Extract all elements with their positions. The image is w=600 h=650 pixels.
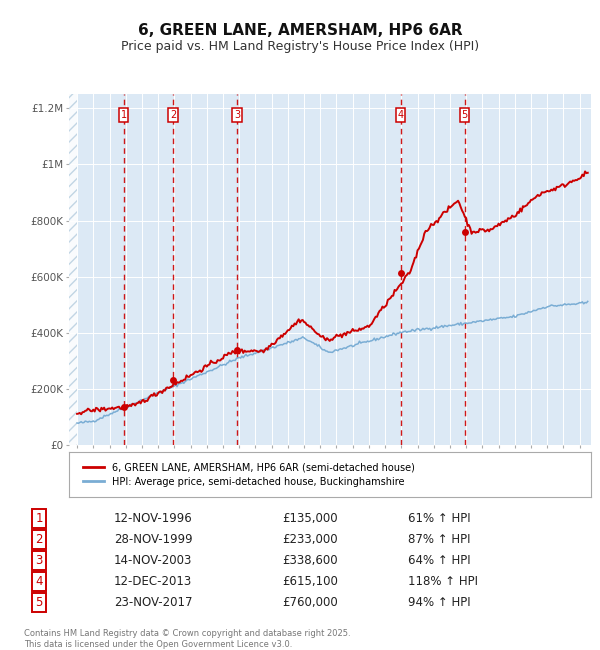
Text: £760,000: £760,000 [282,596,338,609]
Text: 4: 4 [397,110,404,120]
Text: 2: 2 [35,533,43,546]
Polygon shape [69,94,77,445]
Text: Contains HM Land Registry data © Crown copyright and database right 2025.
This d: Contains HM Land Registry data © Crown c… [24,629,350,649]
Text: 118% ↑ HPI: 118% ↑ HPI [408,575,478,588]
Text: 23-NOV-2017: 23-NOV-2017 [114,596,193,609]
Text: 3: 3 [35,554,43,567]
Text: 12-DEC-2013: 12-DEC-2013 [114,575,192,588]
Text: Price paid vs. HM Land Registry's House Price Index (HPI): Price paid vs. HM Land Registry's House … [121,40,479,53]
Text: 1: 1 [35,512,43,525]
Text: 1: 1 [121,110,127,120]
Text: 6, GREEN LANE, AMERSHAM, HP6 6AR: 6, GREEN LANE, AMERSHAM, HP6 6AR [137,23,463,38]
Text: 28-NOV-1999: 28-NOV-1999 [114,533,193,546]
Legend: 6, GREEN LANE, AMERSHAM, HP6 6AR (semi-detached house), HPI: Average price, semi: 6, GREEN LANE, AMERSHAM, HP6 6AR (semi-d… [79,458,419,491]
Text: 5: 5 [461,110,467,120]
Text: £233,000: £233,000 [282,533,338,546]
Text: 2: 2 [170,110,176,120]
Text: 64% ↑ HPI: 64% ↑ HPI [408,554,470,567]
Text: 14-NOV-2003: 14-NOV-2003 [114,554,193,567]
Text: £338,600: £338,600 [282,554,338,567]
Text: 94% ↑ HPI: 94% ↑ HPI [408,596,470,609]
Text: 4: 4 [35,575,43,588]
Text: 3: 3 [234,110,240,120]
Text: £135,000: £135,000 [282,512,338,525]
Text: 61% ↑ HPI: 61% ↑ HPI [408,512,470,525]
Text: £615,100: £615,100 [282,575,338,588]
Text: 87% ↑ HPI: 87% ↑ HPI [408,533,470,546]
Text: 12-NOV-1996: 12-NOV-1996 [114,512,193,525]
Text: 5: 5 [35,596,43,609]
